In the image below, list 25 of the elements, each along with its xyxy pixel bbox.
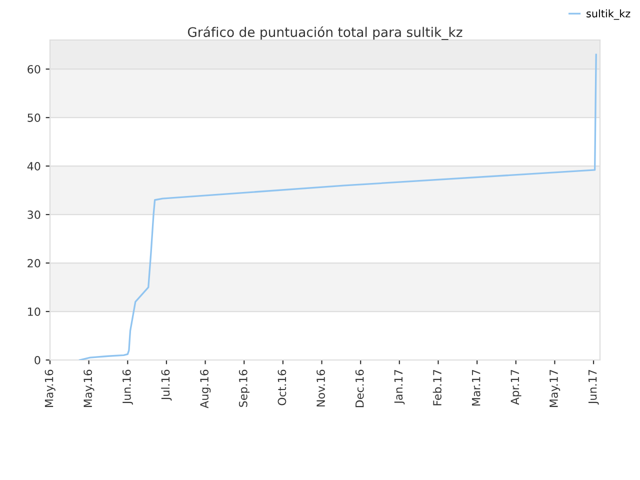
y-tick-label: 20 [28, 259, 40, 268]
x-tick-label: Dec.16 [355, 370, 364, 408]
x-tick-label: May.16 [44, 370, 56, 407]
x-tick-label: Apr.17 [510, 370, 522, 405]
legend-label: sultik_kz [586, 9, 630, 20]
x-tick-label: May.17 [550, 370, 560, 407]
x-tick-label: Jul.16 [161, 370, 172, 401]
x-tick-label: Jun.16 [122, 370, 133, 405]
y-tick-label: 40 [27, 162, 40, 170]
y-tick-label: 30 [28, 210, 40, 219]
chart-title: Gráfico de puntuación total para sultik_kz [188, 26, 462, 40]
x-tick-label: Feb.17 [432, 370, 442, 406]
x-tick-label: Oct.16 [278, 370, 286, 406]
x-tick-label: Sep.16 [238, 370, 250, 407]
x-tick-label: Jun.17 [588, 370, 599, 405]
y-tick-label: 0 [34, 356, 40, 364]
line-series [78, 54, 597, 360]
y-tick-label: 10 [28, 307, 40, 316]
x-tick-label: Aug.16 [200, 370, 211, 408]
x-tick-label: Jan.17 [394, 370, 405, 404]
y-tick-label: 60 [28, 65, 40, 74]
x-tick-label: Nov.16 [316, 370, 325, 406]
x-tick-label: May.16 [84, 370, 94, 407]
y-tick-label: 50 [28, 114, 40, 122]
x-tick-label: Mar.17 [472, 370, 480, 406]
